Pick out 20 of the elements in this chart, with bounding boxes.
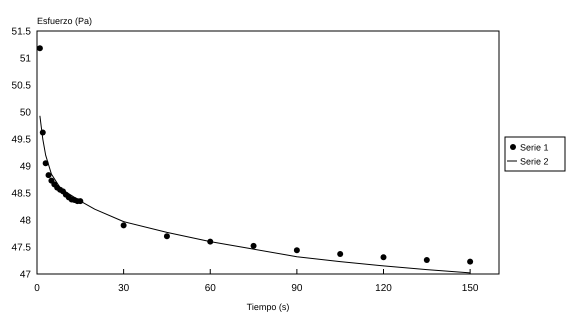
legend-label: Serie 1: [520, 142, 549, 152]
x-tick-label: 0: [34, 283, 40, 294]
y-tick-label: 47.5: [12, 242, 32, 254]
y-tick-label: 50.5: [12, 80, 32, 92]
y-tick-label: 48.5: [12, 188, 32, 200]
x-tick-label: 90: [291, 283, 303, 294]
y-tick-label: 50: [20, 108, 32, 118]
y-tick-label: 51: [20, 54, 32, 64]
y-axis-title: Esfuerzo (Pa): [37, 16, 92, 26]
legend-label: Serie 2: [520, 156, 549, 166]
x-axis-title: Tiempo (s): [246, 302, 290, 312]
x-tick-label: 60: [204, 283, 216, 294]
y-tick-label: 48: [20, 216, 32, 226]
y-tick-label: 47: [20, 270, 32, 280]
y-tick-label: 51.5: [12, 26, 32, 38]
y-tick-label: 49.5: [12, 134, 32, 146]
x-tick-label: 30: [118, 283, 130, 294]
y-tick-label: 49: [20, 162, 32, 172]
x-tick-label: 150: [462, 283, 479, 294]
x-tick-label: 120: [375, 283, 392, 294]
